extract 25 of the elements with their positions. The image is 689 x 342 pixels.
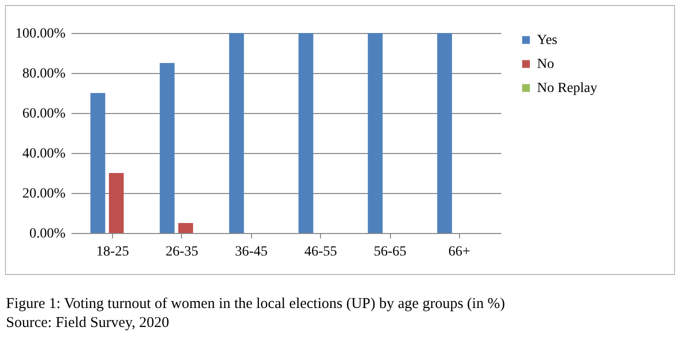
bar	[108, 173, 124, 233]
bar	[160, 63, 175, 233]
y-tick-label: 80.00%	[22, 66, 66, 82]
x-tick-label: 26-35	[166, 244, 198, 260]
y-tick-label: 100.00%	[15, 26, 66, 42]
legend-label: No	[537, 57, 554, 72]
y-tick-label: 0.00%	[29, 226, 66, 242]
y-tick-label: 40.00%	[22, 146, 66, 162]
y-tick-label: 20.00%	[22, 186, 66, 202]
x-tick-label: 56-65	[374, 244, 406, 260]
legend-label: Yes	[537, 33, 558, 48]
bar	[298, 33, 314, 233]
bar	[178, 223, 194, 233]
y-tick-label: 60.00%	[22, 106, 66, 122]
x-tick-label: 36-45	[234, 244, 268, 260]
text: Figure 1: Voting turnout of women in the local elections (UP) by age groups (in %)	[6, 295, 506, 314]
bar	[368, 33, 383, 233]
bar	[90, 93, 106, 233]
x-tick-label: 66+	[448, 244, 470, 260]
source-note: Source: Field Survey, 2020	[6, 314, 170, 333]
bar	[437, 33, 452, 233]
x-tick-label: 46-55	[304, 244, 338, 260]
bar	[229, 33, 244, 233]
x-tick-label: 18-25	[96, 244, 129, 260]
legend-label: No Replay	[537, 81, 598, 96]
